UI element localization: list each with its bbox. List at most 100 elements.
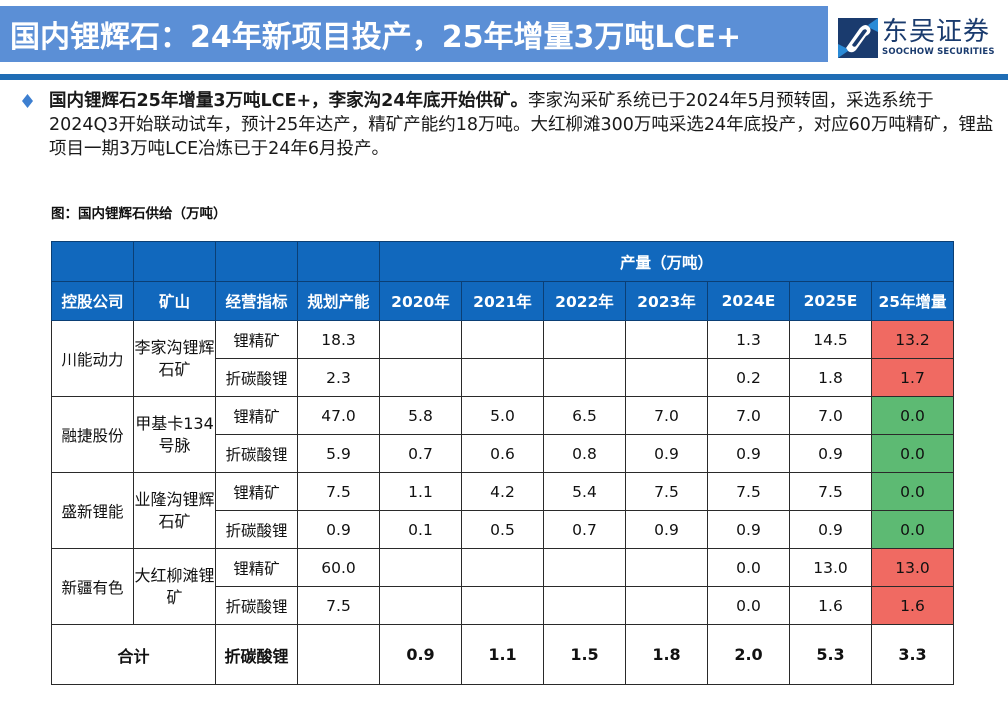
value-2025e: 0.9 [789,510,872,549]
table-row: 折碳酸锂 0.9 0.1 0.5 0.7 0.9 0.9 0.9 0.0 [52,510,954,549]
total-2021: 1.1 [461,624,544,685]
company-cell: 盛新锂能 [51,472,134,549]
value-2023: 7.0 [625,396,708,435]
figure-caption: 图：国内锂辉石供给（万吨） [51,206,227,222]
company-cell: 新疆有色 [51,548,134,625]
increment-cell: 0.0 [871,510,954,549]
value-2024e: 0.2 [707,358,790,397]
bullet-body: 李家沟采矿系统已于2024年5月预转固，采选系统于2024Q3开始联动试车，预计… [49,91,994,159]
value-2025e: 1.6 [789,586,872,625]
header-divider [0,74,1008,80]
col-2022: 2022年 [543,281,626,321]
total-2024e: 2.0 [707,624,790,685]
value-2022 [543,358,626,397]
production-group-header: 产量（万吨） [379,241,954,282]
value-2023: 7.5 [625,472,708,511]
summary-bullet: 国内锂辉石25年增量3万吨LCE+，李家沟24年底开始供矿。李家沟采矿系统已于2… [20,89,995,161]
value-2020 [379,358,462,397]
total-2023: 1.8 [625,624,708,685]
total-2025e: 5.3 [789,624,872,685]
value-2023: 0.9 [625,510,708,549]
value-2020 [379,548,462,587]
increment-cell: 13.2 [871,320,954,359]
brand-logo: 东吴证券 SOOCHOW SECURITIES [838,14,1003,62]
company-cell: 川能动力 [51,320,134,397]
value-2022: 0.8 [543,434,626,473]
capacity-cell: 2.3 [297,358,380,397]
capacity-cell: 0.9 [297,510,380,549]
value-2021 [461,320,544,359]
col-mine: 矿山 [133,281,216,321]
value-2020: 1.1 [379,472,462,511]
table-row: 新疆有色 大红柳滩锂矿 锂精矿 60.0 0.0 13.0 13.0 [51,548,954,625]
total-metric: 折碳酸锂 [215,624,298,685]
total-row: 合计 折碳酸锂 0.9 1.1 1.5 1.8 2.0 5.3 3.3 [51,624,954,685]
capacity-cell: 18.3 [297,320,380,359]
col-company: 控股公司 [51,281,134,321]
title-banner: 国内锂辉石：24年新项目投产，25年增量3万吨LCE+ [0,6,828,62]
table-row: 盛新锂能 业隆沟锂辉石矿 锂精矿 7.5 1.1 4.2 5.4 7.5 7.5… [51,472,954,549]
value-2020: 0.1 [379,510,462,549]
capacity-cell: 47.0 [297,396,380,435]
increment-cell: 13.0 [871,548,954,587]
capacity-cell: 7.5 [297,472,380,511]
value-2024e: 0.0 [707,548,790,587]
col-2020: 2020年 [379,281,462,321]
total-label: 合计 [51,624,216,685]
metric-cell: 锂精矿 [215,396,298,435]
table-row: 折碳酸锂 2.3 0.2 1.8 1.7 [52,358,954,397]
total-2022: 1.5 [543,624,626,685]
value-2022: 6.5 [543,396,626,435]
diamond-bullet-icon [22,94,33,108]
value-2024e: 1.3 [707,320,790,359]
value-2021 [461,586,544,625]
value-2021 [461,358,544,397]
metric-cell: 锂精矿 [215,548,298,587]
increment-cell: 0.0 [871,396,954,435]
value-2025e: 13.0 [789,548,872,587]
soochow-logo-icon [838,18,878,58]
value-2024e: 0.0 [707,586,790,625]
table-row: 折碳酸锂 7.5 0.0 1.6 1.6 [52,586,954,625]
value-2023 [625,320,708,359]
header-blank [215,241,298,282]
mine-cell: 甲基卡134号脉 [133,396,216,473]
col-2023: 2023年 [625,281,708,321]
column-header-row: 控股公司 矿山 经营指标 规划产能 2020年 2021年 2022年 2023… [51,281,954,321]
increment-cell: 0.0 [871,434,954,473]
value-2021 [461,548,544,587]
header-blank [51,241,134,282]
value-2024e: 7.0 [707,396,790,435]
metric-cell: 锂精矿 [215,472,298,511]
value-2024e: 0.9 [707,510,790,549]
metric-cell: 折碳酸锂 [215,434,298,473]
table-row: 折碳酸锂 5.9 0.7 0.6 0.8 0.9 0.9 0.9 0.0 [52,434,954,473]
company-cell: 融捷股份 [51,396,134,473]
capacity-cell: 5.9 [297,434,380,473]
total-capacity [297,624,380,685]
value-2020: 0.7 [379,434,462,473]
bullet-text: 国内锂辉石25年增量3万吨LCE+，李家沟24年底开始供矿。李家沟采矿系统已于2… [49,89,995,161]
total-2020: 0.9 [379,624,462,685]
table-row: 川能动力 李家沟锂辉石矿 锂精矿 18.3 1.3 14.5 13.2 [51,320,954,397]
increment-cell: 1.6 [871,586,954,625]
value-2022: 0.7 [543,510,626,549]
value-2021: 0.6 [461,434,544,473]
metric-cell: 锂精矿 [215,320,298,359]
increment-cell: 0.0 [871,472,954,511]
col-2025e: 2025E [789,281,872,321]
mine-cell: 大红柳滩锂矿 [133,548,216,625]
value-2021: 5.0 [461,396,544,435]
value-2020 [379,320,462,359]
value-2024e: 0.9 [707,434,790,473]
group-header-row: 产量（万吨） [51,241,954,282]
value-2025e: 1.8 [789,358,872,397]
page-title: 国内锂辉石：24年新项目投产，25年增量3万吨LCE+ [10,20,742,55]
value-2020 [379,586,462,625]
total-increment: 3.3 [871,624,954,685]
logo-en-text: SOOCHOW SECURITIES [882,47,995,58]
header-blank [133,241,216,282]
value-2022 [543,586,626,625]
mine-cell: 李家沟锂辉石矿 [133,320,216,397]
value-2024e: 7.5 [707,472,790,511]
